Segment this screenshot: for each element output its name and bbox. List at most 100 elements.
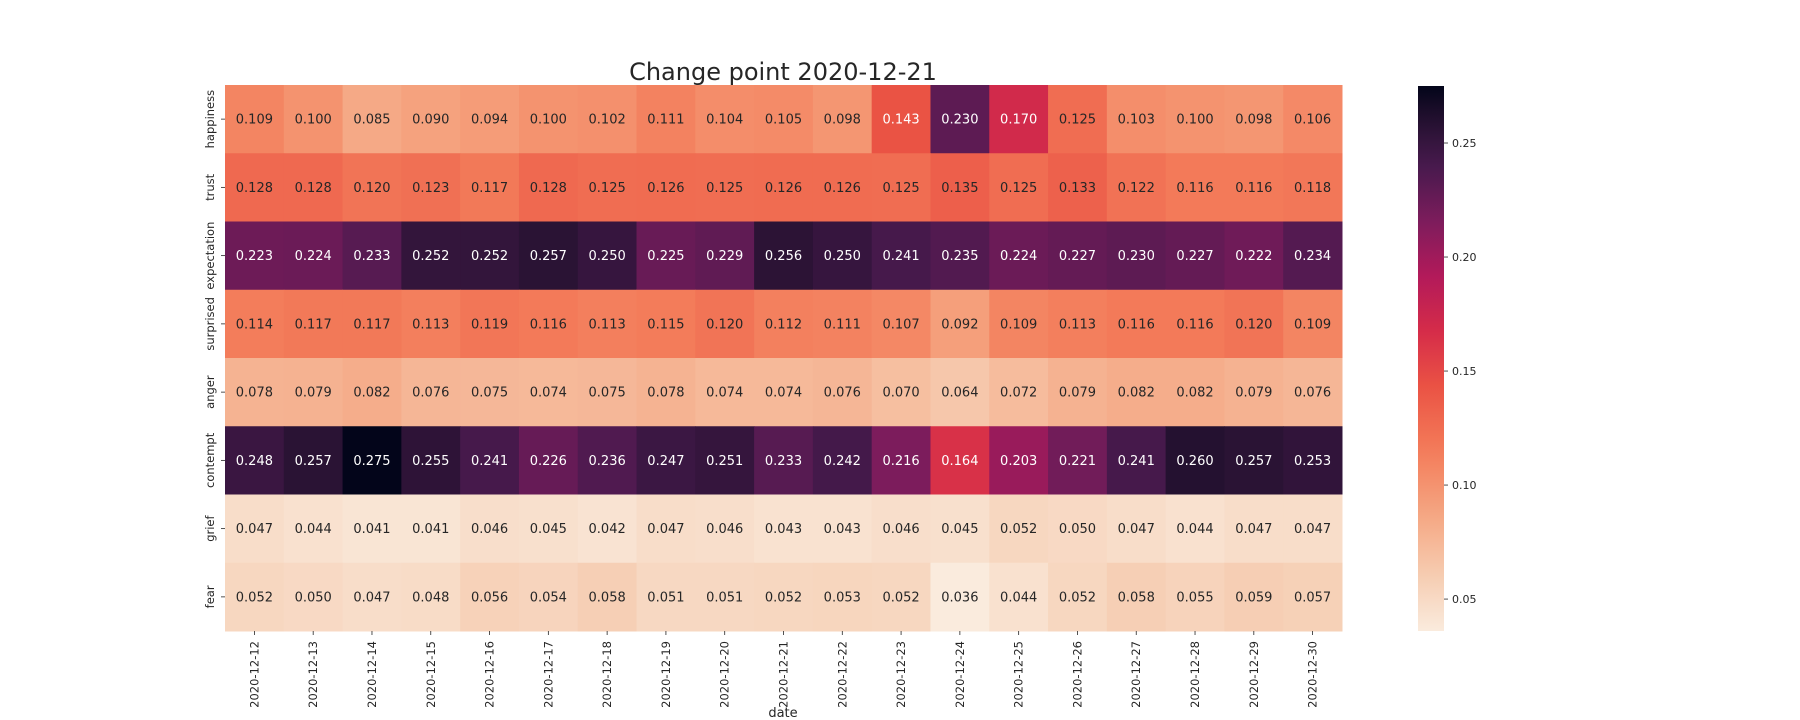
cell-value-label: 0.224 (1000, 249, 1037, 264)
cell-value-label: 0.072 (1000, 386, 1037, 401)
heatmap-cell (1165, 494, 1225, 564)
heatmap-cell (518, 562, 579, 632)
heatmap-cell (930, 358, 990, 427)
cell-value-label: 0.125 (589, 181, 626, 196)
x-tick-label: 2020-12-22 (835, 641, 849, 708)
cell-value-label: 0.116 (1176, 317, 1213, 332)
heatmap-cell (577, 494, 638, 564)
y-tick-label: expectation (203, 222, 217, 290)
heatmap-cell (460, 358, 520, 427)
cell-value-label: 0.125 (882, 181, 919, 196)
heatmap-cell (225, 494, 285, 564)
cell-value-label: 0.116 (1176, 181, 1213, 196)
heatmap-cell (1224, 221, 1284, 291)
y-tick-label: grief (203, 515, 217, 542)
cell-value-label: 0.098 (1235, 113, 1272, 128)
x-tick-label: 2020-12-28 (1188, 641, 1202, 708)
cell-value-label: 0.076 (412, 386, 449, 401)
heatmap-cell (636, 426, 696, 495)
heatmap-cell (577, 85, 638, 154)
heatmap-cell (871, 85, 931, 154)
cell-value-label: 0.107 (882, 317, 919, 332)
heatmap-cell (225, 426, 285, 495)
heatmap-cell (577, 289, 638, 359)
heatmap-cell (342, 494, 402, 564)
x-tick-label: 2020-12-25 (1012, 641, 1026, 708)
heatmap-cell (342, 289, 402, 359)
cell-value-label: 0.128 (295, 181, 332, 196)
y-tick-label: happiness (203, 90, 217, 148)
heatmap-cell (754, 85, 814, 154)
heatmap-cell (1048, 85, 1108, 154)
cell-value-label: 0.109 (1000, 317, 1037, 332)
heatmap-cell (871, 358, 931, 427)
heatmap-cell (989, 221, 1049, 291)
cell-value-label: 0.247 (647, 454, 684, 469)
x-tick-label: 2020-12-17 (541, 641, 555, 708)
cell-value-label: 0.052 (1000, 522, 1037, 537)
heatmap-cell (1283, 494, 1343, 564)
heatmap-cell (460, 153, 520, 222)
cell-value-label: 0.094 (471, 113, 508, 128)
cell-value-label: 0.224 (295, 249, 332, 264)
heatmap-cell (518, 494, 579, 564)
heatmap-cell (518, 289, 579, 359)
heatmap-cell (577, 426, 638, 495)
cell-value-label: 0.052 (236, 590, 273, 605)
cell-value-label: 0.120 (1235, 317, 1272, 332)
cell-value-label: 0.242 (824, 454, 861, 469)
cell-value-label: 0.252 (471, 249, 508, 264)
cell-value-label: 0.090 (412, 113, 449, 128)
heatmap-cell (225, 221, 285, 291)
heatmap-cell (577, 358, 638, 427)
heatmap-cell (1048, 153, 1108, 222)
cell-value-label: 0.111 (824, 317, 861, 332)
cell-value-label: 0.113 (412, 317, 449, 332)
cell-value-label: 0.115 (647, 317, 684, 332)
heatmap-cell (401, 494, 461, 564)
cell-value-label: 0.048 (412, 590, 449, 605)
heatmap-cell (1165, 289, 1225, 359)
heatmap-cell (283, 153, 344, 222)
heatmap-cell (812, 85, 873, 154)
colorbar-tick-label: 0.15 (1452, 365, 1477, 378)
heatmap-cell (695, 426, 755, 495)
cell-value-label: 0.043 (765, 522, 802, 537)
cell-value-label: 0.074 (765, 386, 802, 401)
heatmap-cell (754, 221, 814, 291)
cell-value-label: 0.057 (1294, 590, 1331, 605)
cell-value-label: 0.079 (1059, 386, 1096, 401)
heatmap-cell (1048, 426, 1108, 495)
heatmap-cell (1106, 153, 1167, 222)
heatmap-cell (871, 426, 931, 495)
heatmap-cell (342, 358, 402, 427)
x-tick-label: 2020-12-29 (1247, 641, 1261, 708)
heatmap-cell (871, 221, 931, 291)
heatmap-cell (460, 494, 520, 564)
heatmap-cell (401, 85, 461, 154)
cell-value-label: 0.052 (1059, 590, 1096, 605)
cell-value-label: 0.248 (236, 454, 273, 469)
cell-value-label: 0.058 (1118, 590, 1155, 605)
cell-value-label: 0.253 (1294, 454, 1331, 469)
cell-value-label: 0.103 (1118, 113, 1155, 128)
cell-value-label: 0.221 (1059, 454, 1096, 469)
heatmap-cell (871, 153, 931, 222)
cell-value-label: 0.050 (1059, 522, 1096, 537)
cell-value-label: 0.123 (412, 181, 449, 196)
cell-value-label: 0.135 (941, 181, 978, 196)
heatmap-cell (518, 426, 579, 495)
cell-value-label: 0.223 (236, 249, 273, 264)
x-tick-label: 2020-12-13 (306, 641, 320, 708)
cell-value-label: 0.085 (353, 113, 390, 128)
cell-value-label: 0.047 (647, 522, 684, 537)
cell-value-label: 0.070 (882, 386, 919, 401)
heatmap-cell (225, 289, 285, 359)
cell-value-label: 0.226 (530, 454, 567, 469)
cell-value-label: 0.046 (471, 522, 508, 537)
heatmap-cell (1048, 358, 1108, 427)
heatmap-cell (989, 289, 1049, 359)
heatmap-cell (1106, 426, 1167, 495)
cell-value-label: 0.120 (706, 317, 743, 332)
